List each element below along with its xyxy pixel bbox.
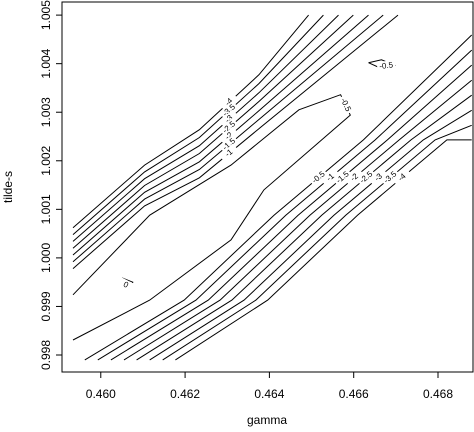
contour-line	[110, 64, 473, 361]
contour-line	[162, 124, 472, 361]
y-tick-label: 1.001	[39, 194, 53, 224]
contour-line	[72, 14, 339, 242]
contour-label-bg	[219, 143, 240, 163]
contour-label-bg	[344, 167, 365, 188]
contour-line	[72, 14, 384, 263]
contour-label: 0	[122, 280, 131, 290]
contour-label: -2	[223, 130, 235, 142]
contour-label-bg	[219, 117, 240, 138]
contour-label-bg	[380, 167, 401, 188]
contour-line	[136, 94, 472, 361]
y-tick-label: 1.005	[39, 0, 53, 30]
contour-line	[84, 34, 473, 361]
contour-label: -4	[223, 96, 235, 108]
contour-label-bg	[320, 167, 341, 188]
contour-line	[97, 49, 473, 361]
y-tick-label: 1.002	[39, 145, 53, 175]
contour-line	[123, 79, 473, 361]
y-tick-label: 1.004	[39, 48, 53, 78]
contour-label-bg	[392, 167, 413, 188]
contour-line	[72, 14, 324, 235]
contour-label-bg	[337, 94, 354, 116]
contour-label-bg	[308, 167, 329, 188]
contour-label: -0.5	[379, 60, 394, 71]
y-tick-label: 0.999	[39, 291, 53, 321]
contour-line	[175, 139, 472, 361]
contour-line	[72, 94, 351, 341]
x-tick-label: 0.466	[339, 387, 369, 401]
contour-label-bg	[219, 109, 240, 129]
contour-label: -3	[373, 171, 385, 183]
contour-label: -2	[349, 171, 361, 183]
contour-label-bg	[219, 92, 240, 113]
y-tick-label: 1.000	[39, 243, 53, 273]
contour-line	[72, 14, 354, 249]
x-tick-label: 0.468	[423, 387, 453, 401]
contour-label-bg	[115, 276, 136, 294]
y-tick-label: 1.003	[39, 97, 53, 127]
y-tick-label: 0.998	[39, 340, 53, 370]
contour-label-bg	[219, 134, 240, 155]
x-axis-label: gamma	[247, 413, 287, 427]
contour-label: -1	[223, 147, 235, 159]
contour-line	[72, 14, 309, 229]
plot-frame	[61, 1, 474, 373]
contour-label-bg	[219, 126, 240, 146]
y-axis-label: tilde-s	[1, 171, 15, 203]
contour-label-bg	[356, 167, 377, 188]
contour-line	[149, 109, 472, 361]
contour-label: -1	[325, 171, 337, 183]
contour-label: -4	[396, 171, 408, 183]
contour-label-bg	[376, 60, 396, 73]
contour-label: -3	[223, 113, 235, 125]
x-tick-label: 0.462	[170, 387, 200, 401]
contour-label-bg	[332, 167, 353, 188]
contour-label-bg	[368, 167, 389, 188]
x-tick-label: 0.464	[254, 387, 284, 401]
x-tick-label: 0.460	[86, 387, 116, 401]
contour-line	[72, 14, 399, 269]
contour-label-bg	[219, 100, 240, 121]
contour-line	[72, 14, 369, 256]
